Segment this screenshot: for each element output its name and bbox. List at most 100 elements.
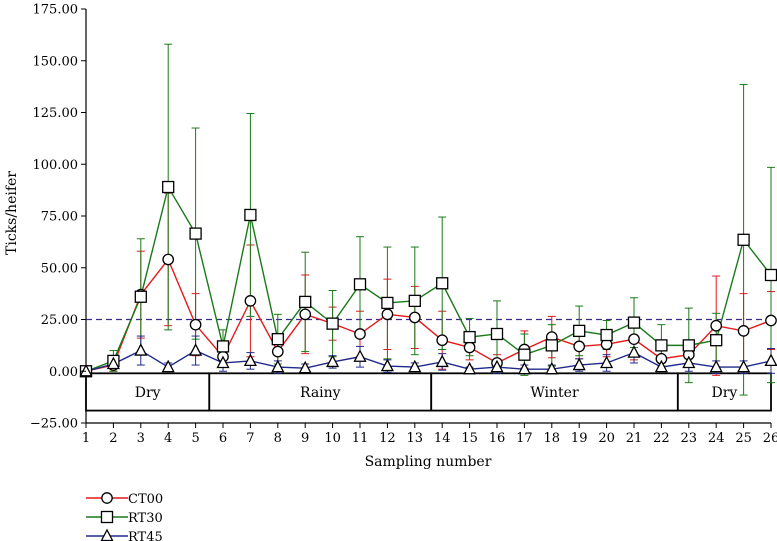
y-tick-label: 125.00 — [33, 106, 79, 121]
x-axis-title: Sampling number — [365, 454, 492, 470]
data-point-ct00 — [710, 319, 723, 332]
data-point-rt45 — [380, 358, 394, 372]
data-point-rt30 — [134, 290, 147, 303]
season-box — [208, 372, 433, 412]
x-tick-label: 15 — [461, 431, 478, 446]
data-point-rt45 — [271, 359, 285, 373]
x-tick-label: 4 — [164, 431, 172, 446]
data-point-rt45 — [326, 354, 340, 368]
y-tick-label: 175.00 — [33, 3, 79, 18]
data-point-rt45 — [189, 343, 203, 356]
data-point-rt45 — [572, 357, 586, 371]
data-point-ct00 — [573, 340, 586, 353]
data-point-rt30 — [710, 334, 723, 347]
data-point-rt45 — [627, 345, 641, 358]
x-tick-label: 13 — [407, 431, 424, 446]
data-point-rt30 — [737, 233, 750, 246]
data-point-rt30 — [545, 339, 558, 352]
season-label: Rainy — [300, 385, 341, 401]
data-point-rt45 — [161, 359, 175, 373]
data-point-rt30 — [381, 296, 394, 310]
data-point-ct00 — [436, 334, 449, 347]
data-point-rt45 — [517, 361, 531, 375]
y-axis-title: Ticks/heifer — [4, 171, 20, 255]
data-point-rt30 — [764, 268, 777, 282]
y-axis: −25.00 0.00 25.00 50.00 75.00 100.00 125.00 150… — [30, 3, 86, 432]
data-point-rt45 — [216, 355, 230, 369]
data-point-ct00 — [162, 253, 175, 266]
data-point-rt30 — [518, 348, 531, 361]
data-point-ct00 — [381, 308, 394, 321]
legend-marker-ct00 — [101, 492, 113, 504]
season-band: Dry Rainy Winter Dry — [85, 372, 772, 412]
x-tick-label: 26 — [763, 431, 777, 446]
data-point-ct00 — [628, 333, 640, 346]
data-point-rt30 — [244, 208, 257, 222]
x-tick-label: 20 — [598, 431, 615, 446]
legend-marker-rt45 — [100, 528, 114, 541]
data-point-rt45 — [243, 353, 257, 367]
x-tick-label: 3 — [137, 431, 145, 446]
x-tick-label: 9 — [301, 431, 309, 446]
x-tick-label: 6 — [219, 431, 227, 446]
data-point-rt45 — [106, 356, 120, 370]
data-point-rt45 — [435, 354, 449, 368]
data-point-rt45 — [709, 359, 723, 373]
data-point-rt30 — [326, 317, 339, 330]
data-point-rt30 — [189, 227, 202, 240]
data-point-ct00 — [244, 295, 257, 307]
data-point-rt45 — [134, 343, 148, 356]
data-point-rt45 — [79, 363, 93, 377]
data-point-rt45 — [654, 359, 668, 373]
data-point-ct00 — [299, 308, 312, 321]
data-point-rt30 — [216, 340, 230, 353]
x-axis: 1 2 3 4 5 6 7 8 9 10 11 12 13 14 15 16 17 18 19 20 21 22 23 24 2… — [82, 423, 777, 446]
data-point-rt30 — [490, 327, 504, 341]
series-lines — [85, 185, 772, 372]
y-tick-label: 50.00 — [41, 261, 78, 276]
data-point-rt45 — [600, 355, 614, 369]
x-tick-label: 18 — [544, 431, 561, 446]
x-tick-label: 5 — [191, 431, 199, 446]
data-point-rt45 — [490, 359, 504, 373]
series-line-rt30 — [85, 185, 772, 372]
plot-frame — [85, 9, 771, 424]
data-point-rt30 — [627, 316, 641, 329]
legend-label-ct00: CT00 — [128, 492, 163, 507]
x-tick-label: 21 — [626, 431, 643, 446]
x-tick-label: 7 — [246, 431, 254, 446]
y-tick-label: 0.00 — [49, 365, 78, 380]
data-point-rt45 — [353, 349, 367, 362]
x-tick-label: 23 — [681, 431, 698, 446]
data-point-rt30 — [299, 295, 312, 309]
data-point-rt30 — [408, 294, 421, 308]
season-box — [430, 372, 679, 412]
y-tick-label: 150.00 — [33, 54, 79, 69]
data-point-ct00 — [463, 341, 476, 354]
data-point-rt45 — [764, 353, 777, 367]
data-point-ct00 — [354, 328, 366, 340]
x-tick-label: 10 — [324, 431, 341, 446]
x-tick-label: 19 — [571, 431, 588, 446]
data-point-rt45 — [737, 359, 751, 373]
data-point-rt45 — [545, 361, 559, 375]
y-tick-label: 25.00 — [41, 313, 78, 328]
y-tick-label: 75.00 — [41, 210, 78, 225]
x-tick-label: 11 — [352, 431, 369, 446]
x-tick-label: 8 — [274, 431, 282, 446]
x-tick-label: 25 — [735, 431, 752, 446]
season-box — [676, 372, 772, 412]
data-point-rt30 — [573, 324, 586, 338]
data-point-ct00 — [765, 314, 777, 327]
data-point-rt30 — [353, 278, 367, 291]
data-point-ct00 — [189, 318, 202, 331]
data-point-rt45 — [298, 360, 312, 374]
y-tick-label: −25.00 — [30, 417, 78, 432]
data-point-rt30 — [682, 339, 695, 352]
y-tick-label: 100.00 — [33, 158, 79, 173]
legend-label-rt45: RT45 — [128, 530, 163, 541]
x-tick-label: 12 — [379, 431, 396, 446]
season-label: Dry — [712, 385, 738, 401]
data-point-rt45 — [408, 359, 422, 373]
